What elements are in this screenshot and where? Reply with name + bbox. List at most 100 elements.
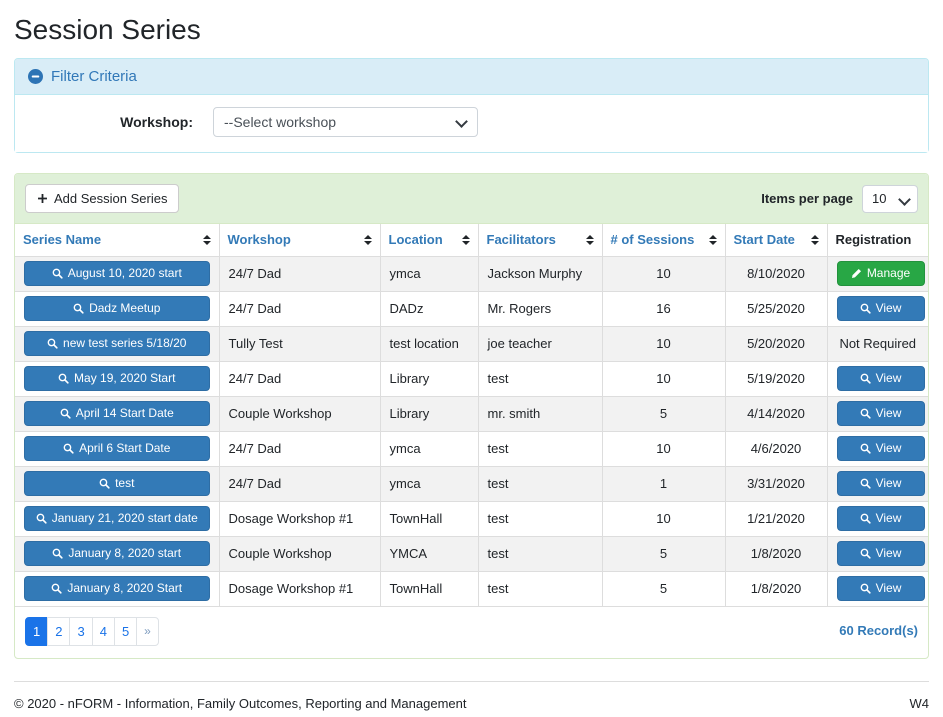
sessions-cell: 10 [601, 255, 726, 292]
column-header-facilitators[interactable]: Facilitators [477, 224, 603, 257]
column-header-location[interactable]: Location [379, 224, 479, 257]
facilitators-cell: mr. smith [477, 395, 603, 432]
manage-registration-button[interactable]: Manage [836, 260, 925, 287]
manage-label: Manage [866, 265, 911, 280]
magnifier-icon [63, 443, 74, 454]
column-label: Start Date [733, 232, 795, 248]
magnifier-icon [860, 373, 871, 384]
view-label: View [875, 300, 902, 315]
location-cell: ymca [379, 465, 479, 502]
start-date-cell: 5/20/2020 [724, 325, 828, 362]
view-registration-button[interactable]: View [836, 470, 925, 497]
view-registration-button[interactable]: View [836, 575, 925, 602]
start-date-cell: 4/6/2020 [724, 430, 828, 467]
start-date-cell: 1/8/2020 [724, 570, 828, 607]
pencil-icon [851, 268, 861, 279]
items-per-page-select[interactable]: 10 [862, 184, 918, 213]
series-name-button[interactable]: new test series 5/18/20 [24, 330, 210, 357]
table-toolbar: Add Session Series Items per page 10 [15, 174, 928, 224]
workshop-select[interactable]: --Select workshop [213, 107, 478, 137]
series-name-button[interactable]: January 8, 2020 start [24, 540, 210, 567]
facilitators-cell: test [477, 430, 603, 467]
column-header-registration: Registration [826, 224, 928, 257]
add-session-series-button[interactable]: Add Session Series [25, 184, 180, 213]
sort-icon[interactable] [709, 235, 717, 245]
series-name-button[interactable]: January 21, 2020 start date [24, 505, 210, 532]
sessions-cell: 10 [601, 360, 726, 397]
series-name-label: January 8, 2020 start [68, 545, 182, 560]
sessions-cell: 10 [601, 430, 726, 467]
pagination-page-5[interactable]: 5 [113, 616, 138, 646]
column-label: Workshop [227, 232, 291, 248]
series-name-button[interactable]: April 14 Start Date [24, 400, 210, 427]
page-footer: © 2020 - nFORM - Information, Family Out… [14, 682, 929, 711]
sort-icon[interactable] [462, 235, 470, 245]
facilitators-cell: test [477, 570, 603, 607]
collapse-minus-icon[interactable] [28, 69, 43, 84]
view-registration-button[interactable]: View [836, 400, 925, 427]
pagination-page-2[interactable]: 2 [47, 616, 71, 646]
view-registration-button[interactable]: View [836, 365, 925, 392]
workshop-label: Workshop: [120, 114, 193, 130]
sort-icon[interactable] [811, 235, 819, 245]
magnifier-icon [36, 513, 47, 524]
sort-icon[interactable] [203, 235, 211, 245]
magnifier-icon [60, 408, 71, 419]
pagination-page-1[interactable]: 1 [25, 616, 49, 646]
table-row: January 8, 2020 Start Dosage Workshop #1… [15, 570, 928, 607]
series-name-button[interactable]: Dadz Meetup [24, 295, 210, 322]
registration-status-text: Not Required [839, 336, 917, 351]
column-header-start-date[interactable]: Start Date [724, 224, 828, 257]
series-name-button[interactable]: April 6 Start Date [24, 435, 210, 462]
pagination: 1 2 3 4 5 » [25, 616, 159, 646]
workshop-cell: 24/7 Dad [218, 360, 381, 397]
series-name-button[interactable]: January 8, 2020 Start [24, 575, 210, 602]
column-header-workshop[interactable]: Workshop [218, 224, 381, 257]
view-registration-button[interactable]: View [836, 540, 925, 567]
table-row: August 10, 2020 start 24/7 Dad ymca Jack… [15, 255, 928, 292]
filter-panel-title: Filter Criteria [51, 68, 137, 85]
magnifier-icon [99, 478, 110, 489]
sessions-cell: 5 [601, 535, 726, 572]
workshop-cell: 24/7 Dad [218, 255, 381, 292]
magnifier-icon [860, 478, 871, 489]
workshop-cell: Couple Workshop [218, 535, 381, 572]
workshop-cell: Tully Test [218, 325, 381, 362]
sort-icon[interactable] [364, 235, 372, 245]
facilitators-cell: Mr. Rogers [477, 290, 603, 327]
location-cell: Library [379, 360, 479, 397]
series-name-button[interactable]: test [24, 470, 210, 497]
series-name-button[interactable]: May 19, 2020 Start [24, 365, 210, 392]
column-header-sessions[interactable]: # of Sessions [601, 224, 726, 257]
view-registration-button[interactable]: View [836, 295, 925, 322]
column-header-series-name[interactable]: Series Name [15, 224, 220, 257]
series-name-button[interactable]: August 10, 2020 start [24, 260, 210, 287]
workshop-cell: Dosage Workshop #1 [218, 570, 381, 607]
view-registration-button[interactable]: View [836, 505, 925, 532]
session-series-panel: Add Session Series Items per page 10 Ser… [14, 173, 929, 659]
location-cell: Library [379, 395, 479, 432]
workshop-cell: 24/7 Dad [218, 290, 381, 327]
start-date-cell: 5/25/2020 [724, 290, 828, 327]
pagination-page-4[interactable]: 4 [91, 616, 115, 646]
magnifier-icon [860, 303, 871, 314]
filter-panel-header[interactable]: Filter Criteria [15, 59, 928, 95]
pagination-page-3[interactable]: 3 [69, 616, 93, 646]
magnifier-icon [860, 583, 871, 594]
plus-icon [38, 194, 47, 203]
filter-panel-body: Workshop: --Select workshop [15, 95, 928, 152]
table-row: January 21, 2020 start date Dosage Works… [15, 500, 928, 537]
magnifier-icon [47, 338, 58, 349]
sort-icon[interactable] [586, 235, 594, 245]
footer-copyright: © 2020 - nFORM - Information, Family Out… [14, 695, 467, 711]
magnifier-icon [860, 513, 871, 524]
view-label: View [875, 580, 902, 595]
column-label: # of Sessions [610, 232, 695, 248]
view-label: View [875, 440, 902, 455]
table-row: test 24/7 Dad ymca test 1 3/31/2020 View [15, 465, 928, 502]
view-registration-button[interactable]: View [836, 435, 925, 462]
pagination-next-button[interactable]: » [136, 616, 159, 646]
location-cell: TownHall [379, 500, 479, 537]
series-name-label: Dadz Meetup [89, 300, 161, 315]
